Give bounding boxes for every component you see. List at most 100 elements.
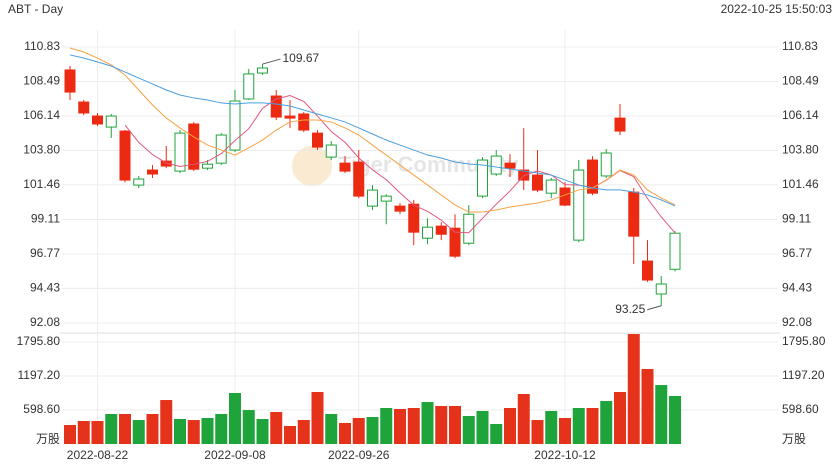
- y2-tick-label: 108.49: [782, 74, 819, 88]
- y2-tick-label: 1795.80: [782, 334, 826, 348]
- y2-tick-label: 94.43: [782, 281, 812, 295]
- y2-tick-label: 598.60: [782, 402, 819, 416]
- watermark-text: Tiger Community: [338, 152, 519, 177]
- candle-body: [78, 101, 90, 114]
- candle-body: [490, 155, 502, 175]
- candle-body: [408, 203, 420, 233]
- volume-bar: [256, 419, 269, 444]
- candle-body: [642, 260, 653, 281]
- volume-bar: [449, 405, 461, 444]
- watermark-logo: [292, 146, 332, 186]
- y-tick-label: 1197.20: [18, 368, 61, 382]
- y-tick-label: 99.11: [31, 212, 60, 226]
- volume-bar: [91, 420, 104, 444]
- candle-body: [339, 162, 351, 172]
- volume-bar: [586, 407, 599, 444]
- volume-bar: [545, 410, 558, 444]
- volume-bar: [435, 405, 448, 444]
- chart-title: ABT - Day: [8, 2, 63, 16]
- candle-body: [147, 169, 158, 175]
- candle-body: [160, 160, 172, 167]
- y-tick-label: 110.83: [24, 39, 60, 53]
- annotation-leader: [262, 58, 281, 65]
- volume-bar: [284, 425, 296, 444]
- volume-bar: [242, 410, 255, 444]
- volume-bar: [531, 420, 544, 444]
- low-annotation: 93.25: [615, 302, 645, 316]
- volume-bar: [366, 417, 379, 444]
- candle-body: [312, 132, 323, 148]
- high-annotation: 109.67: [283, 51, 320, 65]
- volume-bar: [504, 407, 516, 444]
- volume-bar: [64, 425, 76, 444]
- candle-body: [573, 169, 585, 241]
- volume-bar: [627, 334, 640, 444]
- y-tick-label: 94.43: [30, 281, 60, 295]
- unit-label-right: 万股: [782, 432, 806, 446]
- y-tick-label: 96.77: [30, 246, 60, 260]
- volume-bar: [421, 402, 434, 444]
- y2-tick-label: 106.14: [782, 108, 819, 122]
- moving-average-line: [69, 47, 676, 213]
- candle-body: [504, 162, 516, 169]
- candle-body: [119, 130, 131, 181]
- candle-body: [600, 152, 612, 177]
- candle-body: [243, 73, 255, 100]
- volume-bar: [600, 400, 613, 444]
- volume-bar: [476, 410, 489, 444]
- candle-body: [257, 67, 268, 74]
- y-tick-label: 92.08: [30, 315, 60, 329]
- candle-body: [669, 232, 681, 270]
- volume-bar: [572, 407, 585, 444]
- candle-body: [422, 226, 433, 239]
- y-tick-label: 103.80: [23, 143, 60, 157]
- volume-bar: [407, 407, 420, 444]
- timestamp: 2022-10-25 15:50:03: [721, 2, 833, 16]
- volume-bar: [352, 417, 365, 444]
- volume-bar: [325, 414, 338, 444]
- candle-body: [188, 123, 200, 170]
- candle-body: [463, 213, 475, 244]
- candle-body: [477, 159, 488, 197]
- volume-bar: [174, 419, 186, 444]
- candle-body: [614, 117, 626, 132]
- candle-body: [133, 178, 145, 186]
- volume-bar: [187, 420, 200, 444]
- x-tick-label: 2022-09-26: [328, 448, 390, 462]
- unit-label: 万股: [36, 432, 60, 446]
- candle-body: [380, 195, 392, 202]
- y-tick-label: 108.49: [23, 74, 60, 88]
- volume-bar: [655, 385, 668, 444]
- annotation-leader: [647, 305, 662, 311]
- candle-body: [435, 225, 447, 235]
- volume-bar: [105, 414, 118, 444]
- volume-bar: [229, 392, 241, 444]
- volume-bar: [160, 400, 173, 444]
- candle-body: [532, 174, 543, 191]
- candle-body: [353, 161, 365, 197]
- y2-tick-label: 99.11: [782, 212, 811, 226]
- x-tick-label: 2022-09-08: [204, 448, 266, 462]
- volume-bar: [270, 412, 283, 444]
- volume-bar: [394, 409, 406, 444]
- y2-tick-label: 101.46: [782, 177, 819, 191]
- y2-tick-label: 103.80: [782, 143, 819, 157]
- candle-body: [394, 205, 406, 212]
- volume-bar: [462, 415, 475, 444]
- volume-bar: [614, 392, 626, 444]
- volume-bar: [146, 414, 159, 444]
- candle-body: [518, 169, 530, 181]
- candle-body: [284, 115, 296, 119]
- y-tick-label: 101.46: [23, 177, 60, 191]
- volume-bar: [490, 424, 503, 444]
- candle-body: [325, 144, 337, 158]
- candle-body: [202, 163, 213, 169]
- volume-bar: [311, 392, 324, 444]
- x-tick-label: 2022-08-22: [67, 448, 129, 462]
- candle-body: [298, 113, 310, 131]
- volume-bar: [119, 414, 131, 444]
- volume-bar: [132, 420, 145, 444]
- y2-tick-label: 110.83: [782, 39, 818, 53]
- volume-bar: [215, 414, 228, 444]
- watermark: Tiger Community: [292, 146, 519, 186]
